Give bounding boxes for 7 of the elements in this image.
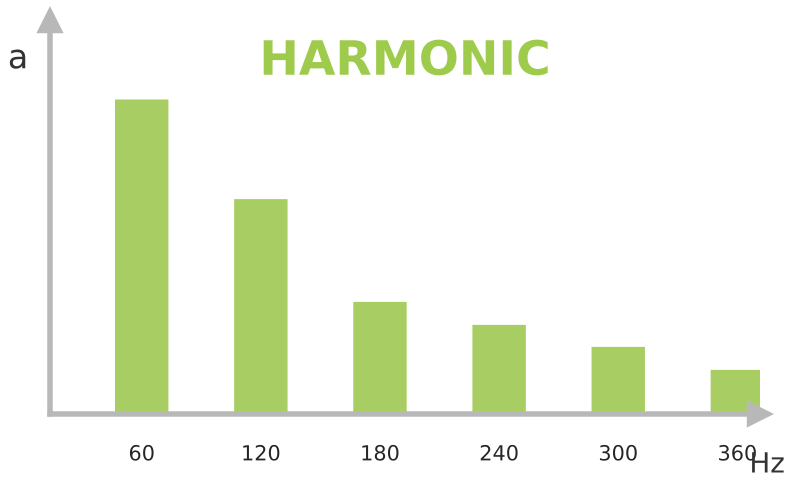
chart-title: HARMONIC: [264, 40, 548, 76]
x-tick-label: 240: [480, 444, 518, 461]
x-tick-label: 180: [362, 444, 398, 461]
x-tick-label: 120: [243, 444, 280, 461]
y-axis-title: a: [10, 50, 26, 69]
x-tick-label: 60: [130, 444, 154, 461]
x-tick-label: 300: [600, 444, 637, 461]
